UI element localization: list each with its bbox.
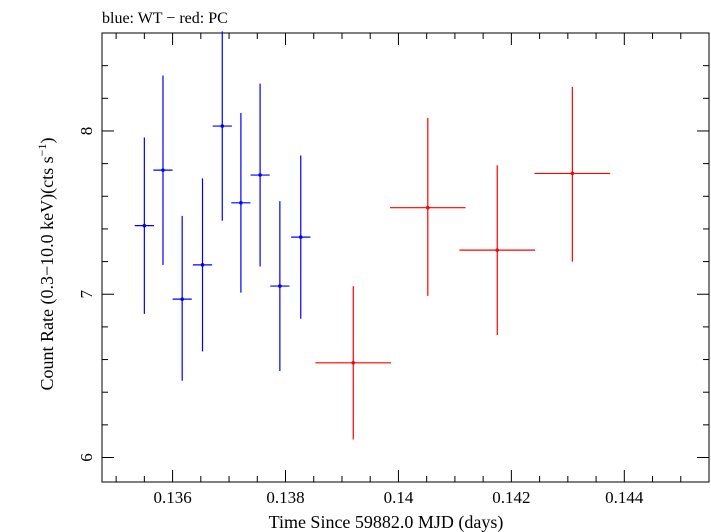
- data-point: [291, 155, 311, 319]
- data-marker: [495, 248, 500, 252]
- data-marker: [200, 263, 205, 267]
- x-tick-label: 0.142: [492, 488, 530, 507]
- y-tick-labels: 6 7 8: [77, 127, 96, 462]
- data-point: [172, 215, 192, 381]
- data-marker: [426, 205, 430, 210]
- data-series-0: [134, 31, 311, 381]
- data-point: [153, 75, 173, 265]
- data-marker: [258, 173, 262, 177]
- x-axis-label: Time Since 59882.0 MJD (days): [269, 512, 504, 532]
- data-marker: [351, 361, 356, 365]
- y-tick-label: 6: [77, 453, 96, 462]
- x-tick-labels: 0.136 0.138 0.14 0.142 0.144: [153, 488, 643, 507]
- data-marker: [278, 284, 282, 288]
- x-tick-label: 0.136: [153, 488, 191, 507]
- data-marker: [570, 171, 575, 176]
- y-tick-label: 8: [77, 127, 96, 136]
- data-point: [192, 178, 213, 352]
- data-point: [270, 201, 290, 371]
- data-marker: [298, 235, 303, 239]
- data-series: [134, 31, 611, 440]
- x-tick-label: 0.144: [605, 488, 644, 507]
- y-axis-label-main: Count Rate (0.3−10.0 keV)(cts s: [37, 156, 58, 390]
- data-point: [231, 113, 251, 293]
- y-axis-label-close: ): [37, 138, 58, 144]
- y-axis-label: Count Rate (0.3−10.0 keV)(cts s−1): [35, 138, 58, 391]
- y-axis-label-exponent: −1: [35, 144, 49, 157]
- data-point: [389, 117, 466, 296]
- data-point: [250, 83, 270, 267]
- x-tick-label: 0.138: [266, 488, 304, 507]
- data-marker: [180, 297, 184, 301]
- data-marker: [220, 124, 225, 128]
- plot-frame: [101, 32, 710, 483]
- data-point: [459, 165, 536, 336]
- data-marker: [239, 201, 243, 205]
- data-marker: [161, 168, 165, 172]
- minor-ticks: [102, 32, 710, 482]
- major-ticks: [102, 33, 709, 482]
- x-tick-label: 0.14: [384, 488, 414, 507]
- data-point: [315, 286, 392, 440]
- data-series-1: [315, 86, 611, 440]
- y-tick-label: 7: [77, 289, 96, 298]
- data-point: [212, 31, 232, 221]
- data-point: [134, 137, 154, 314]
- data-point: [534, 86, 611, 262]
- chart-title: blue: WT − red: PC: [102, 10, 228, 27]
- data-marker: [142, 223, 147, 228]
